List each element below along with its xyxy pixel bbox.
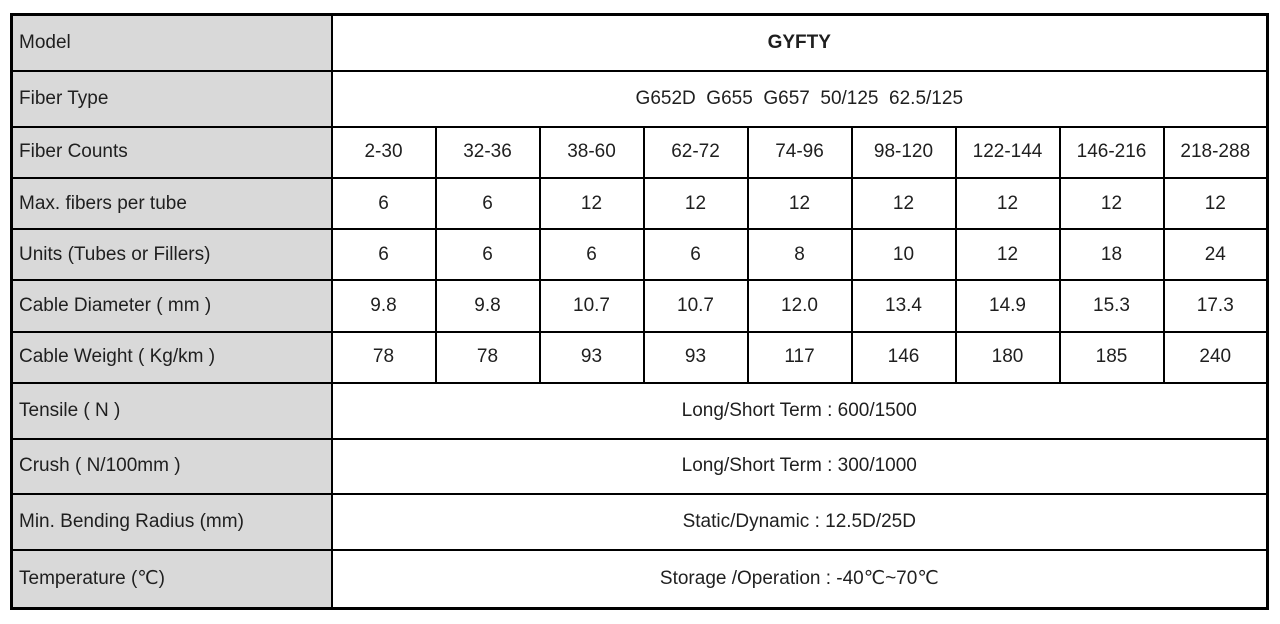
temperature-value: Storage /Operation : -40℃~70℃: [330, 548, 1269, 610]
row-max-fibers-per-tube: Max. fibers per tube 6 6 12 12 12 12 12 …: [10, 176, 1269, 231]
fiber-counts-cell: 218-288: [1162, 125, 1269, 179]
fiber-counts-cell: 146-216: [1058, 125, 1165, 179]
row-units: Units (Tubes or Fillers) 6 6 6 6 8 10 12…: [10, 228, 1269, 282]
crush-label: Crush ( N/100mm ): [10, 437, 333, 496]
fiber-counts-cell: 32-36: [434, 125, 541, 179]
max-fibers-cell: 12: [1162, 176, 1269, 231]
fiber-type-label: Fiber Type: [10, 70, 333, 128]
cable-diameter-cell: 12.0: [746, 279, 853, 333]
cable-diameter-cell: 17.3: [1162, 279, 1269, 333]
cable-diameter-label: Cable Diameter ( mm ): [10, 279, 333, 333]
fiber-counts-cell: 74-96: [746, 125, 853, 179]
units-label: Units (Tubes or Fillers): [10, 228, 333, 282]
row-bending-radius: Min. Bending Radius (mm) Static/Dynamic …: [10, 493, 1269, 551]
row-fiber-counts: Fiber Counts 2-30 32-36 38-60 62-72 74-9…: [10, 125, 1269, 179]
units-cell: 6: [538, 228, 645, 282]
cable-weight-cell: 117: [746, 330, 853, 384]
cable-weight-label: Cable Weight ( Kg/km ): [10, 330, 333, 384]
units-cell: 6: [434, 228, 541, 282]
cable-weight-cell: 146: [850, 330, 957, 384]
fiber-type-value: G652D G655 G657 50/125 62.5/125: [330, 70, 1269, 128]
cable-weight-cell: 180: [954, 330, 1061, 384]
max-fibers-label: Max. fibers per tube: [10, 176, 333, 231]
spec-table-container: Model GYFTY Fiber Type G652D G655 G657 5…: [10, 13, 1270, 610]
max-fibers-cell: 12: [1058, 176, 1165, 231]
cable-weight-cell: 78: [330, 330, 437, 384]
max-fibers-cell: 12: [538, 176, 645, 231]
cable-weight-cell: 93: [538, 330, 645, 384]
bending-radius-value: Static/Dynamic : 12.5D/25D: [330, 493, 1269, 551]
units-cell: 24: [1162, 228, 1269, 282]
fiber-counts-cell: 38-60: [538, 125, 645, 179]
fiber-counts-cell: 122-144: [954, 125, 1061, 179]
row-temperature: Temperature (℃) Storage /Operation : -40…: [10, 548, 1269, 610]
cable-diameter-cell: 9.8: [434, 279, 541, 333]
fiber-counts-cell: 62-72: [642, 125, 749, 179]
row-crush: Crush ( N/100mm ) Long/Short Term : 300/…: [10, 437, 1269, 496]
max-fibers-cell: 12: [642, 176, 749, 231]
units-cell: 6: [642, 228, 749, 282]
model-label: Model: [10, 13, 333, 73]
units-cell: 8: [746, 228, 853, 282]
cable-diameter-cell: 13.4: [850, 279, 957, 333]
row-cable-weight: Cable Weight ( Kg/km ) 78 78 93 93 117 1…: [10, 330, 1269, 384]
cable-weight-cell: 185: [1058, 330, 1165, 384]
row-tensile: Tensile ( N ) Long/Short Term : 600/1500: [10, 381, 1269, 440]
cable-weight-cell: 240: [1162, 330, 1269, 384]
cable-diameter-cell: 14.9: [954, 279, 1061, 333]
max-fibers-cell: 12: [746, 176, 853, 231]
fiber-counts-cell: 2-30: [330, 125, 437, 179]
temperature-label: Temperature (℃): [10, 548, 333, 610]
cable-diameter-cell: 15.3: [1058, 279, 1165, 333]
cable-weight-cell: 78: [434, 330, 541, 384]
units-cell: 6: [330, 228, 437, 282]
fiber-counts-label: Fiber Counts: [10, 125, 333, 179]
crush-value: Long/Short Term : 300/1000: [330, 437, 1269, 496]
row-fiber-type: Fiber Type G652D G655 G657 50/125 62.5/1…: [10, 70, 1269, 128]
cable-diameter-cell: 10.7: [538, 279, 645, 333]
model-value: GYFTY: [330, 13, 1269, 73]
cable-diameter-cell: 9.8: [330, 279, 437, 333]
units-cell: 18: [1058, 228, 1165, 282]
tensile-value: Long/Short Term : 600/1500: [330, 381, 1269, 440]
bending-radius-label: Min. Bending Radius (mm): [10, 493, 333, 551]
row-cable-diameter: Cable Diameter ( mm ) 9.8 9.8 10.7 10.7 …: [10, 279, 1269, 333]
cable-diameter-cell: 10.7: [642, 279, 749, 333]
fiber-counts-cell: 98-120: [850, 125, 957, 179]
cable-spec-table: Model GYFTY Fiber Type G652D G655 G657 5…: [10, 13, 1270, 610]
max-fibers-cell: 12: [850, 176, 957, 231]
cable-weight-cell: 93: [642, 330, 749, 384]
units-cell: 12: [954, 228, 1061, 282]
max-fibers-cell: 6: [434, 176, 541, 231]
units-cell: 10: [850, 228, 957, 282]
max-fibers-cell: 6: [330, 176, 437, 231]
row-model: Model GYFTY: [10, 13, 1269, 73]
tensile-label: Tensile ( N ): [10, 381, 333, 440]
max-fibers-cell: 12: [954, 176, 1061, 231]
